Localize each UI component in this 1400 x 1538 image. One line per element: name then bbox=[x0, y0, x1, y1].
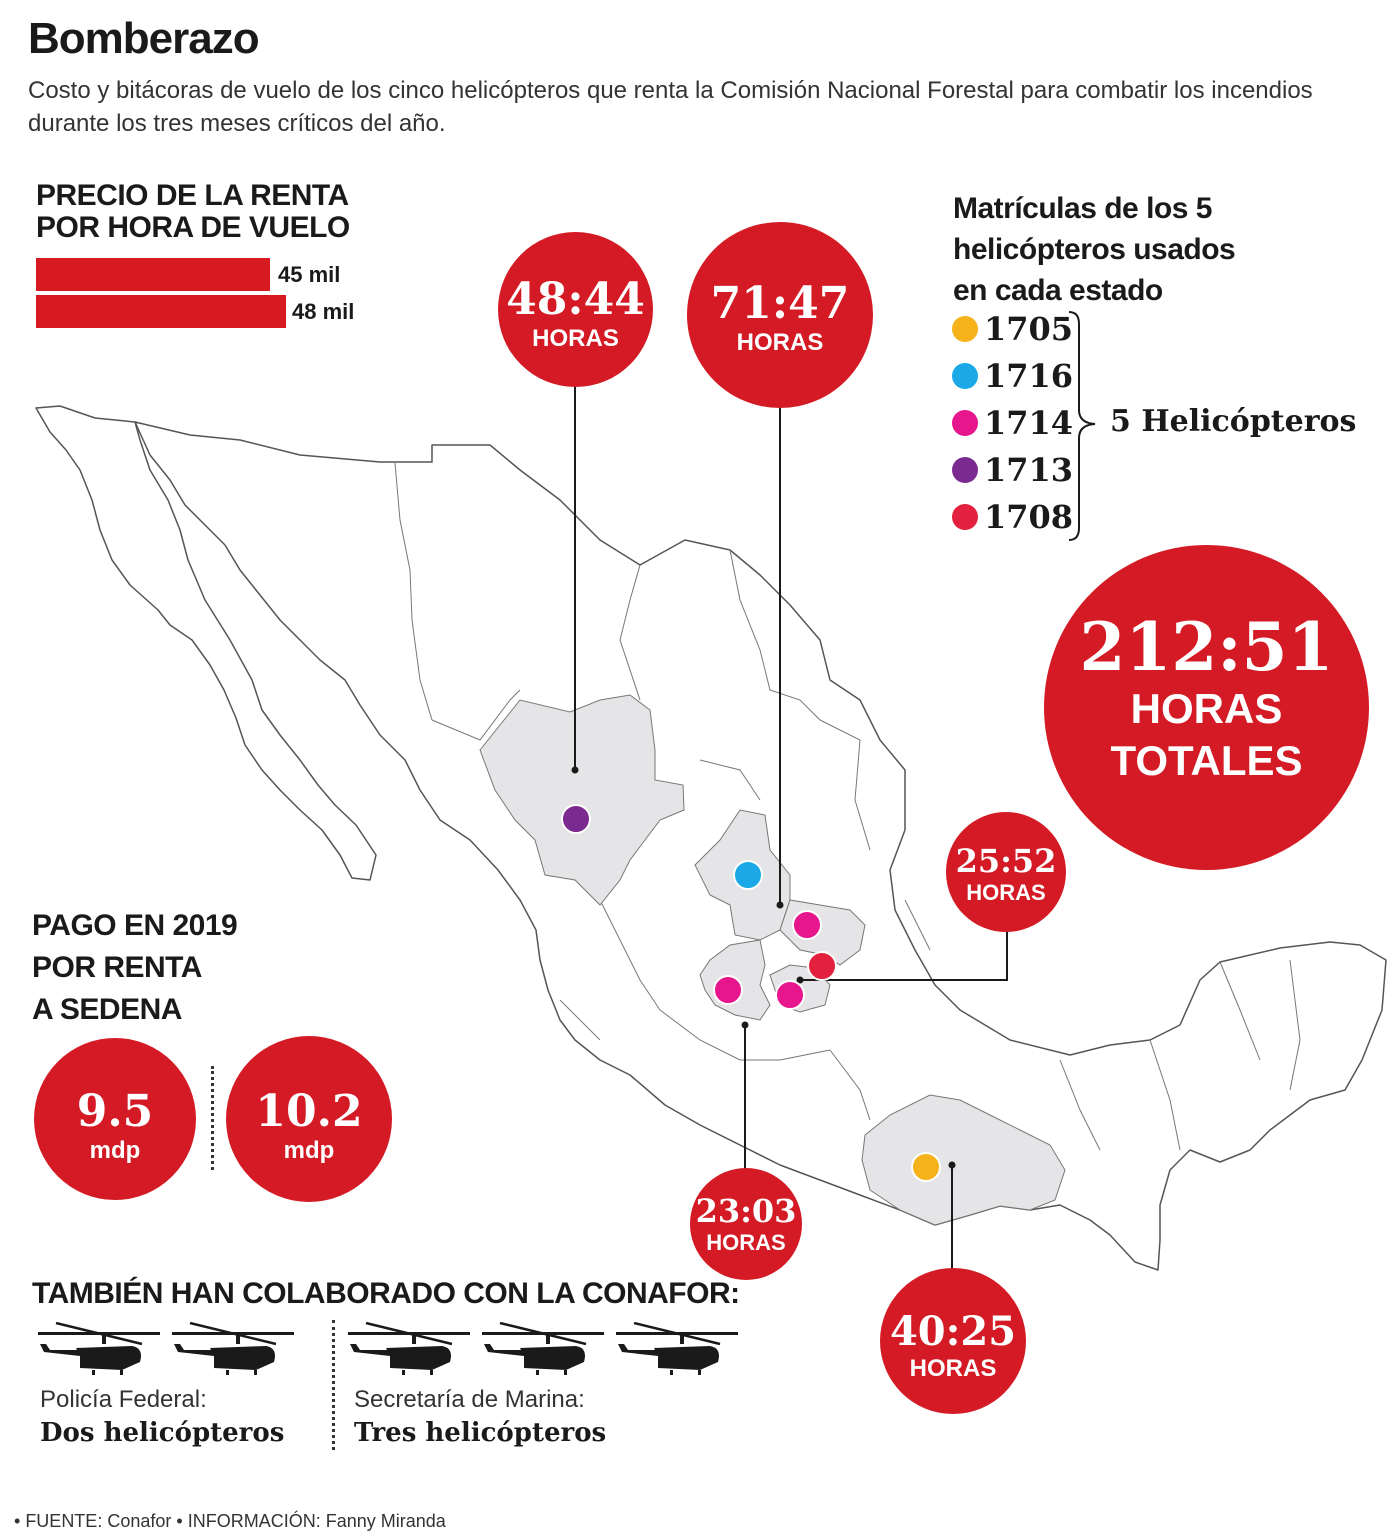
marker-1716-zacatecas bbox=[733, 860, 763, 890]
legend-item-1716: 1716 bbox=[952, 357, 1073, 395]
map-baja-california bbox=[35, 405, 377, 881]
footer-source-label: FUENTE: bbox=[25, 1511, 103, 1531]
legend-num-1708: 1708 bbox=[984, 498, 1074, 536]
footer-info: Fanny Miranda bbox=[325, 1511, 446, 1531]
marker-1714-guanajuato bbox=[775, 980, 805, 1010]
footer: • FUENTE: Conafor • INFORMACIÓN: Fanny M… bbox=[14, 1511, 446, 1532]
helicopter-icon bbox=[36, 1321, 162, 1383]
legend-dot-1705 bbox=[952, 316, 978, 342]
map-state-oaxaca bbox=[861, 1094, 1066, 1226]
price-bar-1 bbox=[36, 258, 270, 291]
hours-durango-unit: HORAS bbox=[532, 325, 619, 352]
hours-total-time: 212:51 bbox=[1079, 608, 1334, 686]
hours-oaxaca-time: 40:25 bbox=[889, 1308, 1017, 1355]
price-bar-label-1: 45 mil bbox=[278, 261, 341, 287]
legend-dot-1714 bbox=[952, 410, 978, 436]
hours-circle-queretaro: 25:52 HORAS bbox=[946, 812, 1066, 932]
collab-group-2-name: Secretaría de Marina: bbox=[354, 1386, 585, 1413]
payment-unit-2: mdp bbox=[283, 1137, 335, 1164]
hours-durango-time: 48:44 bbox=[506, 274, 645, 325]
collab-group-1-name: Policía Federal: bbox=[40, 1386, 207, 1413]
collab-heading: TAMBIÉN HAN COLABORADO CON LA CONAFOR: bbox=[32, 1277, 740, 1310]
map-state-borders bbox=[394, 462, 1301, 1151]
marker-1714-jalisco bbox=[713, 975, 743, 1005]
payment-divider bbox=[211, 1066, 214, 1170]
footer-source: Conafor bbox=[107, 1511, 172, 1531]
hours-jalisco-unit: HORAS bbox=[706, 1230, 786, 1255]
hours-total-line1: HORAS bbox=[1130, 685, 1283, 732]
helicopter-icon bbox=[614, 1321, 740, 1383]
collab-group-2-count: Tres helicópteros bbox=[354, 1418, 607, 1448]
hours-circle-jalisco: 23:03 HORAS bbox=[690, 1168, 802, 1280]
hours-total-line2: TOTALES bbox=[1110, 737, 1303, 784]
payment-heading: PAGO EN 2019 POR RENTA A SEDENA bbox=[32, 905, 238, 1031]
collab-group-1-icons bbox=[36, 1321, 296, 1383]
legend-heading-line3: en cada estado bbox=[953, 274, 1163, 307]
legend-num-1716: 1716 bbox=[984, 357, 1074, 395]
marker-1713-durango bbox=[561, 804, 591, 834]
helicopter-icon bbox=[346, 1321, 472, 1383]
page-title: Bomberazo bbox=[28, 14, 260, 63]
payment-heading-line1: PAGO EN 2019 bbox=[32, 909, 238, 942]
connector-oaxaca-end bbox=[948, 1161, 956, 1169]
legend-num-1705: 1705 bbox=[984, 310, 1074, 348]
payment-value-1: 9.5 bbox=[76, 1086, 154, 1137]
legend-dot-1713 bbox=[952, 457, 978, 483]
connector-zacatecas-end bbox=[776, 901, 784, 909]
connector-jalisco-end bbox=[741, 1021, 749, 1029]
price-bar-row-2: 48 mil bbox=[36, 295, 354, 328]
legend-heading-line2: helicópteros usados bbox=[953, 233, 1236, 266]
footer-info-label: INFORMACIÓN: bbox=[187, 1511, 321, 1531]
payment-unit-1: mdp bbox=[89, 1137, 141, 1164]
payment-circle-2: 10.2 mdp bbox=[226, 1036, 392, 1202]
hours-zacatecas-time: 71:47 bbox=[710, 278, 850, 329]
payment-value-2: 10.2 bbox=[255, 1086, 363, 1137]
hours-queretaro-unit: HORAS bbox=[966, 880, 1046, 905]
helicopter-icon bbox=[480, 1321, 606, 1383]
collab-divider bbox=[332, 1320, 335, 1450]
legend-num-1713: 1713 bbox=[984, 451, 1074, 489]
marker-1705-oaxaca bbox=[911, 1152, 941, 1182]
hours-circle-total: 212:51 HORAS TOTALES bbox=[1044, 545, 1369, 870]
legend-brace bbox=[1068, 311, 1096, 541]
legend-item-1714: 1714 bbox=[952, 404, 1073, 442]
connector-queretaro bbox=[800, 925, 1008, 981]
collab-group-1-count: Dos helicópteros bbox=[40, 1418, 285, 1448]
hours-circle-durango: 48:44 HORAS bbox=[498, 232, 653, 387]
price-heading: PRECIO DE LA RENTA POR HORA DE VUELO bbox=[36, 180, 350, 244]
hours-zacatecas-unit: HORAS bbox=[736, 329, 824, 356]
footer-bullet-1: • bbox=[14, 1511, 26, 1531]
price-bar-label-2: 48 mil bbox=[292, 298, 355, 324]
legend-item-1705: 1705 bbox=[952, 310, 1073, 348]
page-subtitle: Costo y bitácoras de vuelo de los cinco … bbox=[28, 77, 1313, 137]
legend-heading-line1: Matrículas de los 5 bbox=[953, 192, 1212, 225]
payment-heading-line2: POR RENTA bbox=[32, 951, 202, 984]
hours-circle-oaxaca: 40:25 HORAS bbox=[880, 1268, 1026, 1414]
payment-heading-line3: A SEDENA bbox=[32, 993, 182, 1026]
footer-bullet-2: • bbox=[176, 1511, 188, 1531]
legend-group-label: 5 Helicópteros bbox=[1110, 404, 1357, 439]
legend-dot-1716 bbox=[952, 363, 978, 389]
price-bar-row-1: 45 mil bbox=[36, 258, 340, 291]
hours-circle-zacatecas: 71:47 HORAS bbox=[687, 222, 873, 408]
marker-1714-slp bbox=[792, 910, 822, 940]
legend-item-1713: 1713 bbox=[952, 451, 1073, 489]
connector-durango-end bbox=[571, 766, 579, 774]
helicopter-icon bbox=[170, 1321, 296, 1383]
legend-item-1708: 1708 bbox=[952, 498, 1073, 536]
legend-dot-1708 bbox=[952, 504, 978, 530]
legend-num-1714: 1714 bbox=[984, 404, 1074, 442]
price-heading-line1: PRECIO DE LA RENTA bbox=[36, 179, 349, 212]
hours-oaxaca-unit: HORAS bbox=[909, 1355, 997, 1382]
payment-circle-1: 9.5 mdp bbox=[34, 1038, 196, 1200]
legend-heading: Matrículas de los 5 helicópteros usados … bbox=[953, 188, 1236, 311]
collab-group-2-icons bbox=[346, 1321, 740, 1383]
price-bar-2 bbox=[36, 295, 286, 328]
hours-queretaro-time: 25:52 bbox=[955, 842, 1057, 880]
hours-jalisco-time: 23:03 bbox=[695, 1192, 797, 1230]
price-heading-line2: POR HORA DE VUELO bbox=[36, 211, 350, 244]
marker-1708-queretaro bbox=[807, 951, 837, 981]
map-state-durango bbox=[479, 694, 685, 906]
